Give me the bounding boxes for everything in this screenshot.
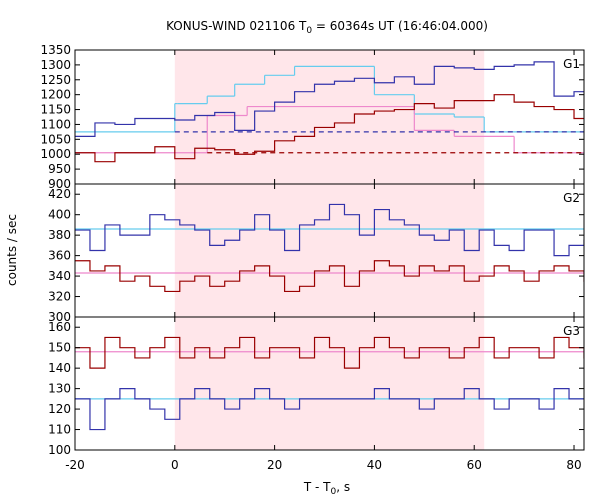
y-tick-label: 120 [48,402,71,416]
y-tick-label: 1050 [40,132,71,146]
y-tick-label: 380 [48,228,71,242]
step-series-red [75,260,584,293]
chart-title-prefix: KONUS-WIND 021106 T [166,19,307,33]
panel-label: G3 [563,324,580,338]
step-series-blue [75,388,584,431]
x-tick-label: 0 [171,458,179,472]
x-axis-title-subscript: 0 [331,487,337,497]
y-tick-label: 130 [48,382,71,396]
y-tick-label: 1250 [40,73,71,87]
y-tick-label: 160 [48,320,71,334]
highlight-interval [174,50,485,184]
plot-area [75,61,584,163]
y-tick-label: 400 [48,208,71,222]
panel-frame [74,316,585,451]
panel-g3: 100 110 120 130 140 150 160 G3 -20 0 20 40 60 80 [48,316,585,472]
chart-title-suffix: = 60364s UT (16:46:04.000) [312,19,488,33]
y-tick-label: 300 [48,310,71,324]
panel-g2: 300 320 340 360 380 400 420 G2 [48,183,585,324]
y-axis-title: counts / sec [5,214,19,286]
step-series-red [75,94,584,163]
y-tick-label: 1350 [40,43,71,57]
y-tick-label: 1150 [40,103,71,117]
x-tick-label: 80 [566,458,581,472]
y-tick-label: 900 [48,177,71,191]
y-tick-label: 420 [48,187,71,201]
x-axis-title-suffix: , s [336,480,350,494]
plot-area [75,336,584,431]
x-tick-label: -20 [65,458,85,472]
chart-title-subscript: 0 [306,26,312,36]
y-tick-label: 950 [48,162,71,176]
y-tick-label: 100 [48,443,71,457]
y-tick-label: 1200 [40,88,71,102]
y-tick-label: 340 [48,269,71,283]
y-tick-label: 320 [48,290,71,304]
x-tick-label: 60 [467,458,482,472]
y-tick-label: 1000 [40,147,71,161]
y-tick-label: 150 [48,341,71,355]
x-axis-title-prefix: T - T [303,480,331,494]
y-tick-label: 360 [48,249,71,263]
x-tick-label: 40 [367,458,382,472]
step-series-blue [75,203,584,257]
plot-area [75,203,584,293]
y-tick-label: 1300 [40,58,71,72]
y-tick-label: 140 [48,361,71,375]
y-tick-label: 110 [48,423,71,437]
step-series-red [75,336,584,369]
panel-label: G1 [563,57,580,71]
panel-label: G2 [563,191,580,205]
step-series-blue [75,61,584,137]
x-tick-label: 20 [267,458,282,472]
x-axis-title: T - T0, s [303,480,350,497]
chart-title: KONUS-WIND 021106 T0 = 60364s UT (16:46:… [166,19,488,36]
y-tick-label: 1100 [40,117,71,131]
